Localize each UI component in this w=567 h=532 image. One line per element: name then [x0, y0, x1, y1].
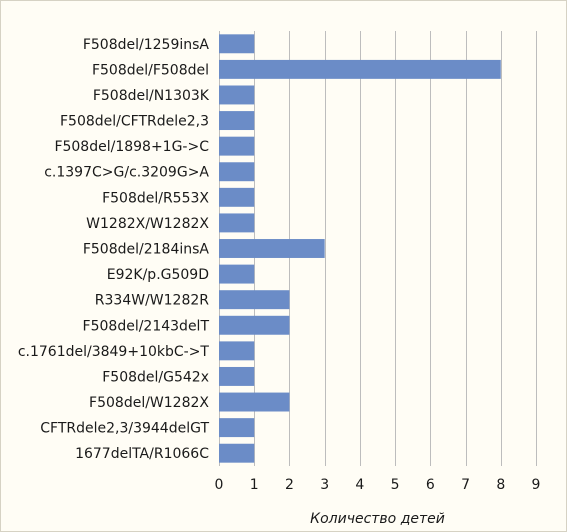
bar — [219, 264, 255, 284]
bar — [219, 213, 255, 233]
category-label: F508del/2184insA — [83, 242, 210, 258]
category-label: c.1397C>G/c.3209G>A — [44, 165, 209, 181]
bar — [219, 443, 255, 463]
x-tick-label: 5 — [391, 477, 400, 493]
bar — [219, 34, 255, 54]
category-label: 1677delTA/R1066C — [75, 446, 209, 462]
bar — [219, 239, 325, 258]
x-tick-label: 8 — [496, 477, 505, 493]
category-label: W1282X/W1282X — [86, 216, 209, 232]
x-tick-label: 0 — [215, 477, 224, 493]
category-label: F508del/F508del — [92, 62, 209, 78]
category-label: F508del/1898+1G->C — [54, 139, 209, 155]
bars — [219, 34, 501, 463]
x-tick-label: 7 — [461, 477, 470, 493]
x-axis-title: Количество детей — [310, 511, 445, 527]
bar — [219, 418, 255, 438]
category-label: F508del/1259insA — [83, 37, 210, 53]
x-tick-labels: 0 1 2 3 4 5 6 7 8 9 — [215, 477, 541, 493]
bar — [219, 136, 255, 156]
category-label: CFTRdele2,3/3944delGT — [40, 421, 209, 437]
x-tick-label: 6 — [426, 477, 435, 493]
category-label: F508del/CFTRdele2,3 — [60, 114, 209, 130]
category-label: F508del/R553X — [102, 190, 209, 206]
category-label: F508del/G542x — [102, 369, 209, 385]
x-tick-label: 4 — [355, 477, 364, 493]
bar — [219, 162, 255, 182]
bar — [219, 59, 501, 79]
bar — [219, 366, 255, 386]
category-label: F508del/W1282X — [89, 395, 209, 411]
x-tick-label: 2 — [285, 477, 294, 493]
bar — [219, 290, 290, 310]
category-label: R334W/W1282R — [95, 293, 209, 309]
x-tick-label: 9 — [532, 477, 541, 493]
bar — [219, 392, 290, 412]
category-label: c.1761del/3849+10kbC->T — [18, 344, 210, 360]
bar — [219, 85, 255, 105]
category-label: F508del/2143delT — [83, 318, 210, 334]
gridlines — [219, 31, 537, 466]
x-tick-label: 1 — [250, 477, 259, 493]
bar — [219, 111, 255, 131]
bar — [219, 187, 255, 207]
category-label: E92K/p.G509D — [107, 267, 209, 283]
x-tick-label: 3 — [320, 477, 329, 493]
bar — [219, 315, 290, 335]
category-label: F508del/N1303K — [93, 88, 210, 104]
bar — [219, 341, 255, 361]
category-labels: F508del/1259insA F508del/F508del F508del/N… — [18, 37, 210, 462]
